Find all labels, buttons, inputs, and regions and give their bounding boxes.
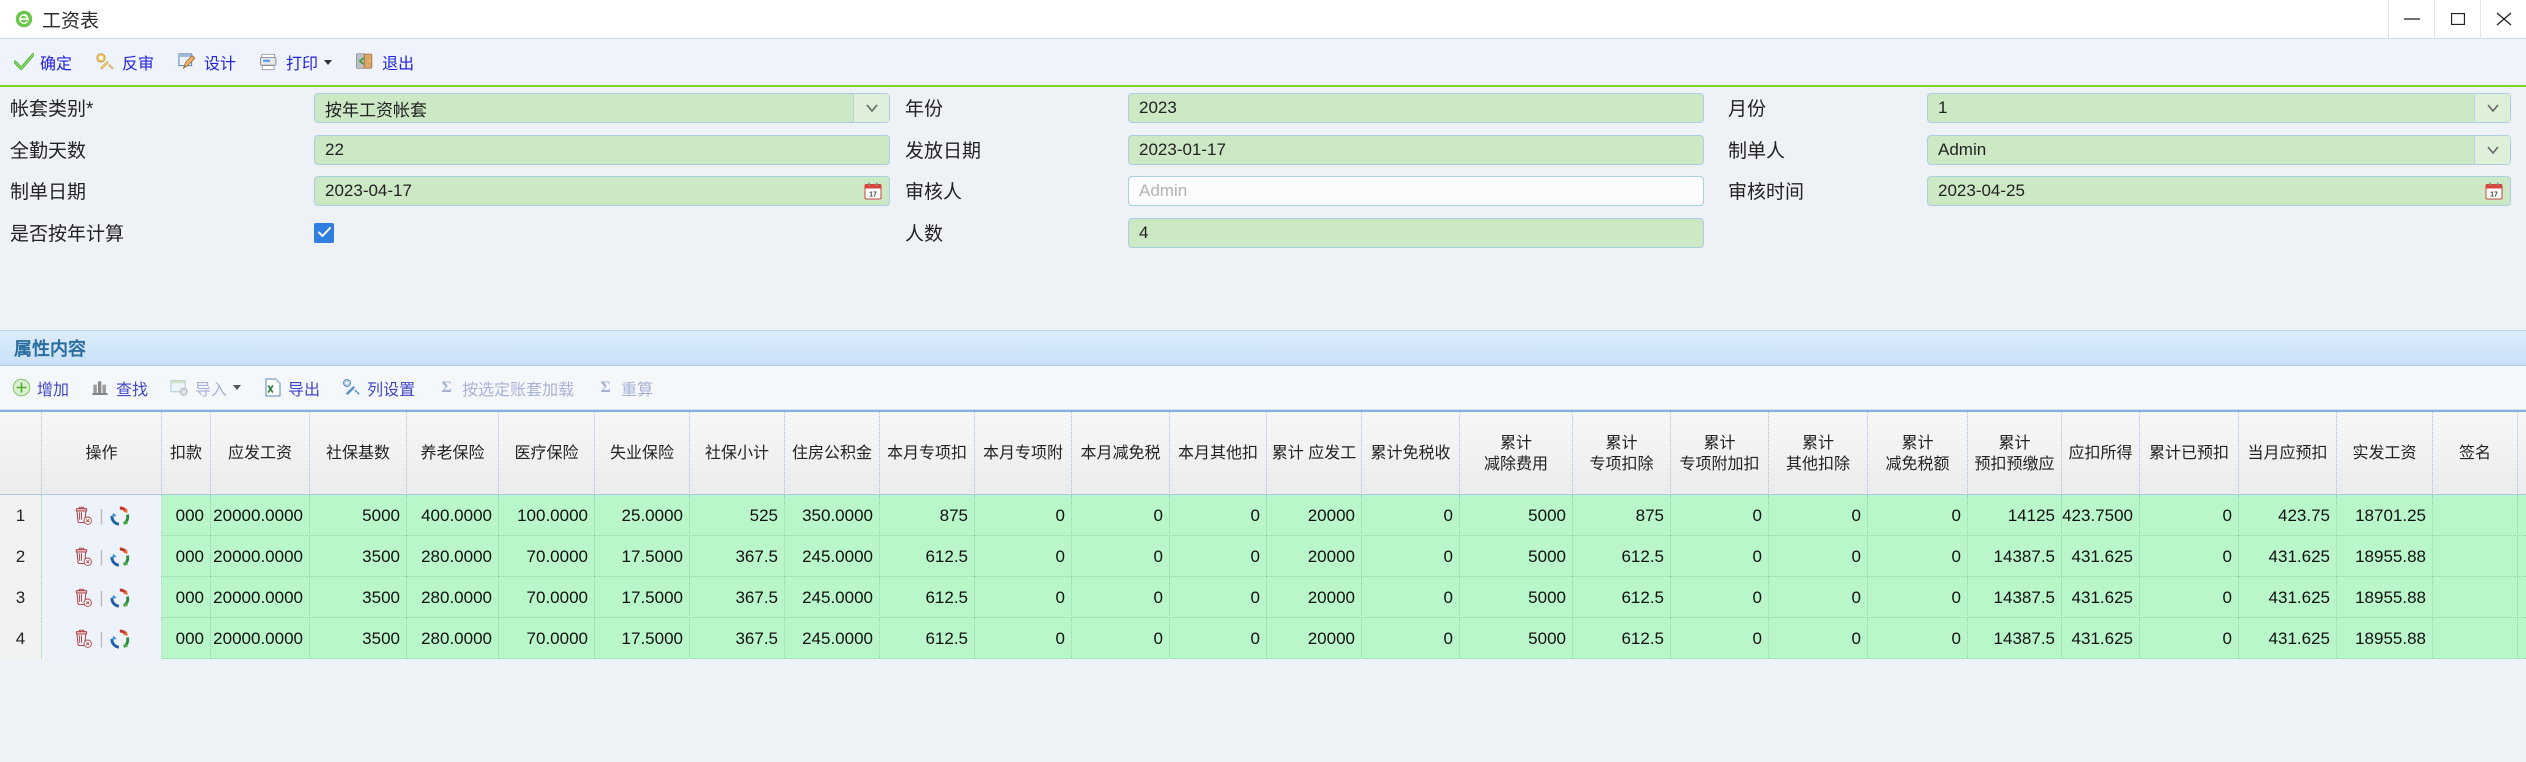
svg-text:17: 17 <box>2490 191 2498 198</box>
svg-text:17: 17 <box>869 191 877 198</box>
